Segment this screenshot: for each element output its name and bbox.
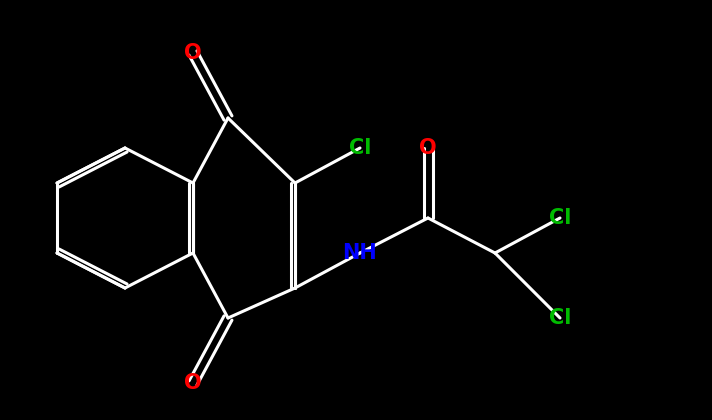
Text: O: O — [419, 138, 437, 158]
Text: O: O — [184, 373, 201, 393]
Text: Cl: Cl — [349, 138, 371, 158]
Text: O: O — [184, 43, 201, 63]
Text: Cl: Cl — [549, 308, 571, 328]
Text: Cl: Cl — [549, 208, 571, 228]
Text: NH: NH — [342, 243, 377, 263]
